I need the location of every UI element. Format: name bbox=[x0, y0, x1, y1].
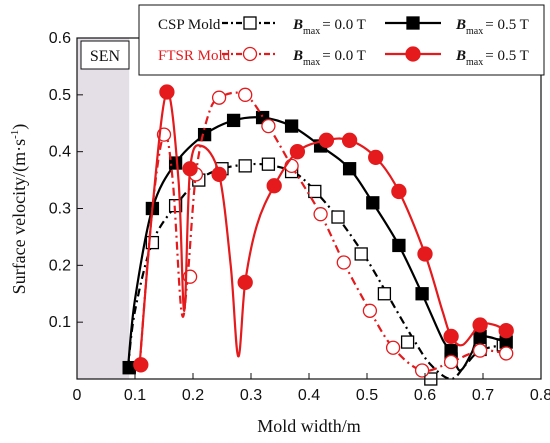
axis-ticks: 0 0.1 0.2 0.3 0.4 0.5 0.6 0.7 0.8 0.1 0.2 0.3 0.4 0.5… bbox=[49, 30, 550, 404]
x-tick-label: 0.6 bbox=[414, 387, 436, 404]
sen-label-box bbox=[80, 40, 130, 70]
series-3-point bbox=[498, 323, 514, 339]
y-tick-label: 0.6 bbox=[49, 30, 71, 47]
series-3-point bbox=[472, 317, 488, 333]
series-3-point bbox=[159, 84, 175, 100]
legend-entry-ftsr-0: Bmax = 0.0 T bbox=[292, 48, 366, 68]
sen-shaded-region bbox=[77, 38, 130, 379]
series-3-point bbox=[443, 328, 459, 345]
series-0-point bbox=[261, 157, 276, 171]
series-0-point bbox=[308, 184, 322, 199]
legend-sample-marker bbox=[242, 46, 258, 62]
legend-sample-marker bbox=[405, 46, 421, 62]
series-2-point bbox=[211, 90, 227, 105]
series-1-point bbox=[366, 196, 380, 210]
series-2-point bbox=[238, 87, 253, 102]
y-axis-title: Surface velocity/(m·s-1) bbox=[9, 124, 30, 295]
legend-entry-csp-1: Bmax = 0.5 T bbox=[455, 17, 529, 37]
x-tick-label: 0.5 bbox=[356, 387, 378, 404]
series-3-point bbox=[133, 357, 149, 373]
legend-box bbox=[138, 4, 545, 76]
chart-marks bbox=[122, 84, 514, 386]
y-tick-label: 0.2 bbox=[49, 257, 71, 274]
legend-group-csp: CSP Mold bbox=[158, 17, 221, 33]
legend-entry-ftsr-1: Bmax = 0.5 T bbox=[455, 48, 529, 68]
legend-samples bbox=[222, 16, 441, 62]
series-0-point bbox=[400, 335, 415, 349]
series-3-point bbox=[341, 132, 358, 148]
x-tick-label: 0.2 bbox=[182, 387, 204, 404]
x-axis-title: Mold width/m bbox=[257, 416, 361, 436]
series-3-point bbox=[266, 178, 282, 194]
legend-group-ftsr: FTSR Mold bbox=[158, 48, 231, 64]
legend-entry-csp-0: Bmax = 0.0 T bbox=[292, 17, 366, 37]
y-tick-label: 0.3 bbox=[49, 201, 71, 218]
series-2-point bbox=[385, 340, 401, 355]
x-tick-label: 0.7 bbox=[472, 387, 494, 404]
x-tick-label: 0.4 bbox=[298, 387, 320, 404]
series-0-point bbox=[331, 210, 345, 224]
series-1-point bbox=[342, 162, 357, 176]
legend-sample-marker bbox=[243, 16, 257, 30]
series-3-point bbox=[289, 144, 306, 160]
series-1-point bbox=[226, 113, 241, 128]
series-3-point bbox=[391, 183, 407, 200]
series-1-point bbox=[444, 343, 458, 358]
series-1-point bbox=[392, 238, 406, 253]
legend-sample-marker bbox=[406, 16, 420, 30]
series-1-point bbox=[197, 127, 212, 142]
series-2-point bbox=[261, 118, 276, 134]
series-3-point bbox=[211, 166, 227, 183]
series-2-point bbox=[472, 343, 488, 358]
y-tick-label: 0.4 bbox=[49, 144, 71, 161]
series-2 bbox=[133, 87, 514, 378]
series-3 bbox=[133, 84, 514, 373]
series-2-point bbox=[499, 346, 514, 361]
series-0-point bbox=[354, 247, 368, 261]
y-tick-label: 0.1 bbox=[49, 314, 71, 331]
x-tick-label: 0.3 bbox=[240, 387, 262, 404]
series-3-point bbox=[417, 246, 433, 262]
series-2-point bbox=[336, 255, 351, 270]
series-3-point bbox=[368, 149, 384, 166]
series-2-point bbox=[313, 207, 328, 222]
series-2-point bbox=[362, 303, 378, 318]
series-3-point bbox=[182, 161, 198, 177]
series-1-point bbox=[284, 119, 299, 133]
series-3-point bbox=[318, 132, 335, 148]
series-2-point bbox=[443, 354, 459, 370]
y-tick-label: 0.5 bbox=[49, 87, 71, 104]
legend: CSP Mold FTSR Mold Bmax = 0.0 T Bmax = 0.5… bbox=[138, 4, 545, 76]
x-tick-label: 0 bbox=[73, 387, 82, 404]
series-0-point bbox=[377, 287, 392, 301]
sen-label: SEN bbox=[90, 48, 121, 65]
x-tick-label: 0.1 bbox=[124, 387, 146, 404]
series-3-point bbox=[237, 274, 253, 291]
x-tick-label: 0.8 bbox=[530, 387, 550, 404]
series-0-point bbox=[238, 159, 252, 173]
series-2-point bbox=[414, 363, 430, 378]
series-1-point bbox=[415, 287, 429, 301]
